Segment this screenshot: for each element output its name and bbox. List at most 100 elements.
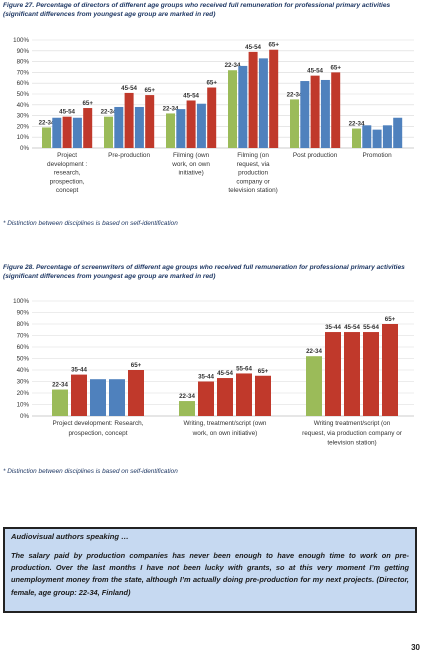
- bar: [320, 79, 330, 148]
- y-tick-label: 100%: [13, 298, 29, 305]
- bar: [306, 356, 322, 416]
- y-tick-label: 80%: [17, 321, 30, 328]
- bar: [382, 125, 392, 148]
- category-label: Writing, treatment/script (own: [184, 420, 267, 427]
- bar-data-label: 45-54: [217, 370, 233, 377]
- category-label: Filming (own: [173, 152, 210, 159]
- bar: [166, 113, 175, 148]
- y-tick-label: 10%: [17, 402, 30, 409]
- figure-27-title: Figure 27. Percentage of directors of di…: [3, 2, 391, 18]
- bar-data-label: 45-54: [245, 44, 261, 51]
- y-tick-label: 70%: [17, 333, 30, 340]
- bar-data-label: 65+: [385, 316, 396, 323]
- figure-28-footnote: * Distinction between disciplines is bas…: [3, 468, 178, 475]
- bar: [124, 92, 134, 148]
- bar: [362, 125, 372, 148]
- bar: [71, 374, 87, 416]
- y-tick-label: 30%: [17, 379, 30, 386]
- category-label: concept: [56, 187, 79, 194]
- category-label: work, on own initiative): [192, 430, 258, 437]
- bar-data-label: 45-54: [344, 324, 360, 331]
- bar: [128, 370, 144, 416]
- bar: [52, 389, 68, 416]
- y-tick-label: 80%: [17, 59, 30, 66]
- y-tick-label: 60%: [17, 80, 30, 87]
- category-label: Post production: [293, 152, 338, 159]
- category-label: prospection,: [50, 178, 85, 185]
- bar-data-label: 35-44: [71, 367, 87, 374]
- y-tick-label: 40%: [17, 102, 30, 109]
- bar: [238, 65, 248, 148]
- bar: [198, 381, 214, 416]
- category-label: Pre-production: [108, 152, 150, 159]
- y-tick-label: 20%: [17, 123, 30, 130]
- bar: [52, 117, 62, 148]
- category-label: development :: [47, 161, 87, 168]
- figure-28-chart: 0% 10% 20% 30% 40% 50% 60% 70% 80% 90% 100% 22-34 35…: [13, 298, 414, 447]
- bar-data-label: 22-34: [349, 121, 365, 128]
- bar: [255, 375, 271, 416]
- category-label: Filming (on: [237, 152, 269, 159]
- bar-data-label: 22-34: [179, 393, 195, 400]
- category-label: Project development: Research,: [53, 420, 144, 427]
- y-tick-label: 40%: [17, 367, 30, 374]
- bar: [72, 117, 82, 148]
- bar: [217, 378, 233, 416]
- category-label: television station): [327, 440, 376, 447]
- y-tick-label: 90%: [17, 310, 30, 317]
- bar: [310, 75, 320, 148]
- bar: [344, 332, 360, 416]
- bar: [236, 373, 252, 416]
- bar: [145, 95, 155, 148]
- figure-28-title: Figure 28. Percentage of screenwriters o…: [3, 264, 405, 280]
- figure-27-footnote: * Distinction between disciplines is bas…: [3, 220, 178, 227]
- bar: [176, 109, 186, 148]
- quote-text: The salary paid by production companies …: [11, 551, 409, 597]
- bar: [300, 81, 310, 148]
- bar-data-label: 45-54: [307, 68, 323, 75]
- category-label: request, via: [237, 161, 270, 168]
- bar-data-label: 35-44: [325, 324, 341, 331]
- category-label: work, on own: [171, 161, 210, 168]
- bar-data-label: 22-34: [39, 119, 55, 126]
- bar-data-label: 65+: [268, 42, 279, 49]
- bar: [352, 128, 361, 148]
- y-tick-label: 70%: [17, 69, 30, 76]
- bar-data-label: 22-34: [163, 105, 179, 112]
- bar: [290, 99, 299, 148]
- y-tick-label: 20%: [17, 390, 30, 397]
- bar-data-label: 65+: [82, 100, 93, 107]
- y-tick-label: 50%: [17, 91, 30, 98]
- category-label: prospection, concept: [69, 430, 128, 437]
- y-tick-label: 30%: [17, 113, 30, 120]
- y-tick-label: 0%: [20, 413, 29, 420]
- bar: [90, 379, 106, 416]
- bar-data-label: 55-64: [236, 365, 252, 372]
- bar-data-label: 22-34: [306, 348, 322, 355]
- bar-data-label: 45-54: [121, 85, 137, 92]
- y-tick-label: 60%: [17, 344, 30, 351]
- bar: [104, 116, 113, 148]
- category-label: request, via production company or: [302, 430, 403, 437]
- bar-data-label: 55-64: [363, 324, 379, 331]
- bar-data-label: 65+: [144, 87, 155, 94]
- bar: [114, 106, 124, 148]
- bar-data-label: 65+: [131, 362, 142, 369]
- bar-data-label: 22-34: [101, 109, 117, 116]
- y-tick-label: 0%: [20, 145, 29, 152]
- bar: [207, 87, 217, 148]
- bar: [196, 103, 206, 148]
- bar: [258, 58, 268, 148]
- quote-heading: Audiovisual authors speaking …: [11, 532, 129, 541]
- bar-data-label: 35-44: [198, 374, 214, 381]
- category-label: research,: [54, 170, 81, 177]
- bar: [179, 401, 195, 416]
- bar-data-label: 65+: [258, 368, 269, 375]
- category-label: television station): [228, 187, 277, 194]
- y-tick-label: 10%: [17, 134, 30, 141]
- category-label: production: [238, 170, 268, 177]
- bar: [269, 49, 279, 148]
- bar: [331, 72, 341, 148]
- bar-data-label: 65+: [330, 64, 341, 71]
- bar-data-label: 22-34: [225, 62, 241, 69]
